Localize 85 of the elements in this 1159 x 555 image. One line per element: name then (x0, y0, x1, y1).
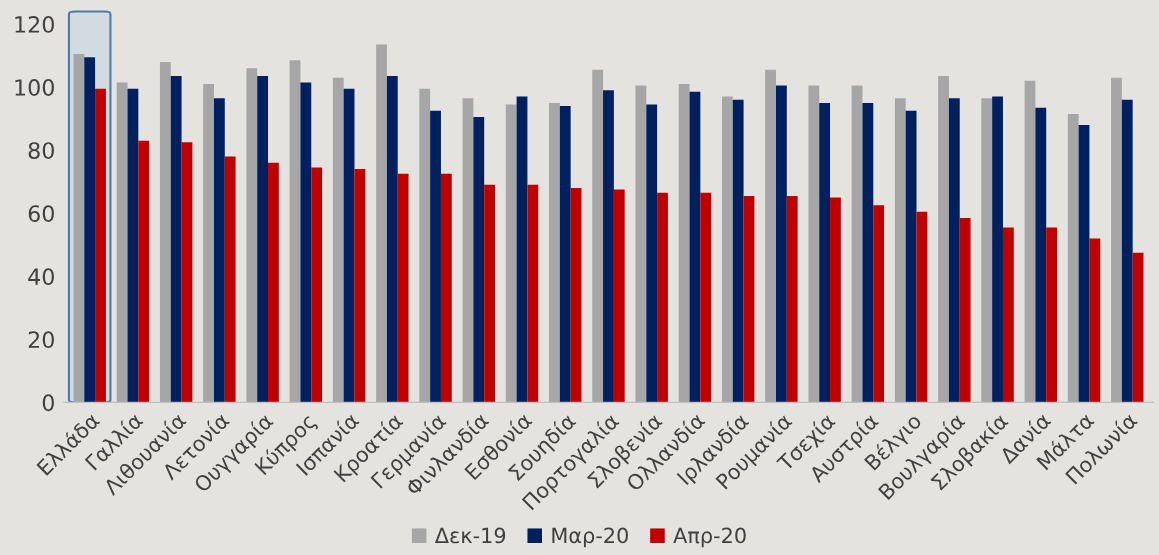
bar (613, 189, 625, 403)
bar (527, 184, 539, 403)
bar (646, 104, 658, 403)
bar (332, 77, 344, 403)
bar (1067, 113, 1079, 403)
legend-label: Μαρ-20 (552, 527, 628, 548)
bar (419, 88, 431, 403)
bar (992, 96, 1003, 403)
bar (721, 96, 733, 403)
bar (938, 76, 949, 403)
bar (95, 88, 106, 403)
bar (516, 96, 528, 403)
bar (776, 85, 787, 403)
bar (311, 167, 323, 403)
bar (1002, 227, 1014, 403)
bar (657, 192, 668, 403)
legend-label: Απρ-20 (673, 527, 746, 548)
bar (948, 98, 960, 403)
y-tick-label: 20 (28, 331, 54, 349)
bar (354, 169, 366, 403)
bar (851, 85, 863, 403)
bar (386, 76, 398, 403)
bar (473, 117, 485, 403)
bar (170, 76, 182, 403)
bar (592, 69, 604, 403)
bar (830, 197, 841, 403)
legend-label: Δεκ-19 (434, 527, 506, 544)
y-tick-label: 120 (15, 16, 54, 33)
bar (700, 192, 712, 403)
bar (765, 69, 776, 403)
bar (873, 205, 885, 403)
bar (84, 57, 96, 403)
bar (862, 102, 874, 403)
bar (246, 68, 258, 403)
bar (224, 156, 236, 403)
bar (289, 60, 301, 403)
bar (689, 91, 701, 403)
bar (181, 142, 193, 403)
bar (505, 104, 517, 403)
bar (894, 98, 906, 403)
bar (257, 76, 269, 403)
y-tick-label: 40 (28, 268, 54, 286)
bar (1111, 77, 1122, 403)
bar (440, 173, 452, 403)
y-tick-label: 80 (28, 142, 54, 159)
bar (1121, 99, 1133, 403)
bar (743, 195, 755, 403)
bar (786, 195, 798, 403)
y-tick-label: 60 (28, 205, 54, 222)
bar (138, 140, 150, 403)
bar (1024, 80, 1036, 403)
bar (430, 110, 441, 403)
y-tick-label: 0 (42, 394, 54, 412)
bar (959, 217, 971, 403)
bar (397, 173, 409, 403)
bar (1089, 238, 1101, 403)
bar (570, 188, 582, 403)
bar (462, 98, 474, 403)
bar (549, 102, 560, 403)
bar (905, 110, 917, 403)
bar (819, 102, 831, 403)
bar (268, 162, 279, 403)
bar (981, 98, 993, 403)
bar (376, 44, 387, 403)
bar (73, 54, 85, 403)
bar (1035, 107, 1047, 403)
bar (127, 88, 139, 403)
bar (1046, 227, 1058, 403)
bar (635, 85, 647, 403)
bar (678, 83, 690, 403)
bar (916, 211, 928, 403)
bar (603, 90, 614, 403)
bar (203, 83, 214, 403)
bar (343, 88, 355, 403)
bar (116, 82, 128, 403)
bar (559, 106, 571, 403)
bar (1132, 252, 1144, 403)
bar (159, 61, 171, 403)
bar (732, 99, 744, 403)
y-tick-label: 100 (15, 79, 54, 96)
bar (300, 82, 312, 403)
bar (808, 85, 820, 403)
bar (213, 98, 225, 403)
bar (484, 184, 495, 403)
bar (1078, 124, 1090, 403)
